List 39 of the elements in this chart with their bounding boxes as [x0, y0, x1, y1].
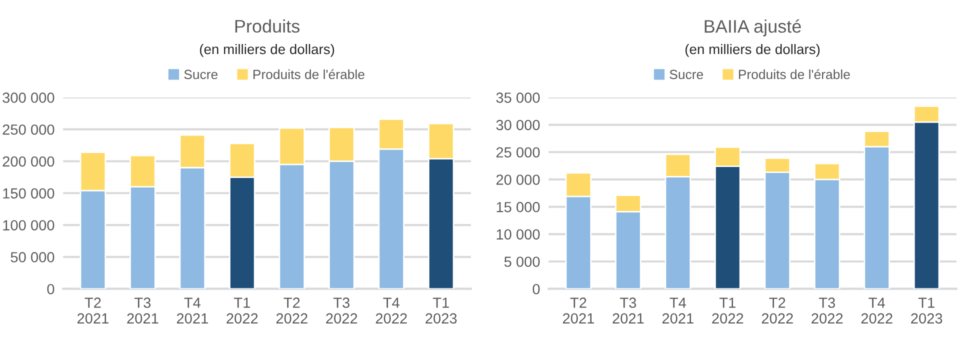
x-tick-label: T3 2022	[812, 298, 843, 324]
chart-subtitle: (en milliers de dollars)	[200, 44, 334, 57]
y-tick-label: 50 000	[10, 252, 54, 262]
x-tick-label: T2 2022	[276, 298, 308, 324]
y-tick-label: 0	[47, 284, 54, 294]
y-tick-label: 100 000	[3, 220, 54, 230]
legend-label: Sucre	[184, 70, 218, 80]
y-tick-label: 10 000	[496, 229, 540, 240]
y-tick-label: 15 000	[496, 202, 540, 212]
x-tick-label: T1 2022	[226, 298, 258, 324]
x-tick-label: T4 2022	[376, 298, 407, 324]
x-tick-label: T3 2022	[326, 298, 358, 324]
y-tick-label: 0	[532, 284, 540, 294]
x-tick-label: T2 2021	[562, 298, 594, 324]
chart-title: BAIIA ajusté	[704, 19, 801, 36]
x-tick-label: T2 2021	[77, 298, 108, 324]
x-tick-label: T4 2021	[176, 298, 208, 324]
y-tick-label: 25 000	[496, 147, 540, 158]
y-tick-label: 5 000	[504, 256, 540, 267]
y-tick-label: 20 000	[496, 174, 540, 185]
y-tick-label: 30 000	[496, 120, 540, 130]
y-tick-label: 35 000	[496, 92, 540, 103]
x-tick-label: T3 2021	[612, 298, 644, 324]
legend-label: Sucre	[670, 70, 704, 80]
y-tick-label: 300 000	[2, 92, 54, 103]
x-tick-label: T4 2022	[861, 298, 892, 324]
x-tick-label: T4 2021	[662, 298, 694, 324]
chart-title: Produits	[235, 19, 300, 33]
x-tick-label: T1 2022	[712, 298, 744, 324]
legend-label: Produits de l'érable	[253, 69, 364, 80]
y-tick-label: 150 000	[3, 188, 54, 199]
x-tick-label: T1 2023	[911, 298, 942, 324]
x-tick-label: T1 2023	[426, 298, 457, 324]
y-tick-label: 200 000	[2, 156, 54, 167]
x-tick-label: T2 2022	[762, 298, 793, 324]
x-tick-label: T3 2021	[127, 298, 158, 324]
chart-subtitle: (en milliers de dollars)	[685, 44, 820, 57]
legend-label: Produits de l'érable	[738, 69, 850, 80]
y-tick-label: 250 000	[2, 124, 54, 135]
